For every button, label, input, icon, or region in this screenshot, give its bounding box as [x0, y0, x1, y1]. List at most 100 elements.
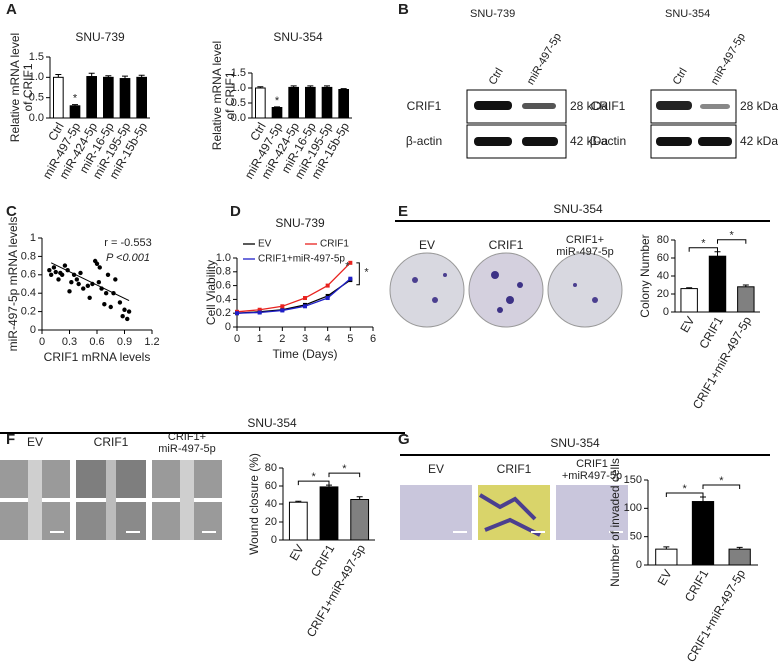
- image-label: miR-497-5p: [556, 246, 613, 258]
- point: [348, 276, 353, 281]
- significance: *: [719, 475, 724, 487]
- significance: *: [730, 230, 735, 242]
- colony: [443, 273, 447, 277]
- point: [47, 268, 52, 273]
- significance: *: [345, 261, 350, 273]
- y-tick-label: 0.5: [231, 97, 246, 109]
- bar: [136, 76, 147, 119]
- x-tick-label: 0.9: [117, 336, 132, 348]
- point: [69, 279, 74, 285]
- error-bar: [274, 106, 280, 108]
- point: [102, 302, 107, 307]
- y-tick-label: 0: [30, 324, 36, 336]
- blot-title: SNU-739: [470, 8, 515, 20]
- y-tick-label: 0.0: [231, 112, 246, 124]
- point: [78, 270, 83, 276]
- point: [113, 277, 118, 282]
- error-bar: [290, 85, 297, 88]
- colony: [412, 277, 418, 283]
- x-tick-label: 4: [325, 333, 331, 345]
- x-tick-label: EV: [287, 542, 307, 563]
- x-tick-label: 5: [347, 333, 353, 345]
- point: [56, 277, 61, 282]
- y-axis-label: of CRIF1: [21, 63, 35, 111]
- x-tick-label: 6: [370, 333, 376, 345]
- protein-label: CRIF1: [591, 99, 626, 113]
- bracket: [702, 484, 741, 489]
- error-bar: [295, 500, 302, 503]
- point: [117, 300, 123, 305]
- colony: [592, 297, 598, 303]
- significance: *: [683, 483, 688, 495]
- y-tick-label: 0.4: [216, 293, 231, 305]
- colony: [432, 297, 438, 303]
- error-bar: [72, 104, 78, 106]
- point: [280, 304, 285, 309]
- image-label: EV: [419, 238, 435, 252]
- x-tick-label: 2: [279, 333, 285, 345]
- significance: *: [73, 92, 78, 104]
- point: [67, 289, 72, 294]
- images-art: [0, 252, 628, 540]
- legend-label: CRIF1+miR-497-5p: [258, 254, 345, 265]
- error-bar: [356, 496, 363, 500]
- y-tick-label: 0.5: [29, 92, 44, 104]
- y-tick-label: 40: [265, 498, 277, 510]
- significance: *: [364, 267, 369, 279]
- point: [76, 281, 81, 287]
- y-tick-label: 1: [30, 232, 36, 244]
- y-tick-label: 80: [657, 234, 669, 246]
- band: [522, 137, 558, 146]
- y-tick-label: 50: [630, 531, 642, 543]
- y-axis-label: Cell Viability: [204, 260, 218, 325]
- bar: [691, 501, 715, 566]
- chart-title: SNU-354: [273, 30, 323, 44]
- error-bar: [686, 287, 693, 289]
- x-tick-label: 0: [39, 336, 45, 348]
- series-line: [236, 262, 351, 313]
- y-tick-label: 1.5: [29, 51, 44, 63]
- point: [325, 293, 330, 298]
- x-tick-label: CRIF1+miR-497-5p: [304, 542, 368, 640]
- x-tick-label: EV: [655, 567, 675, 588]
- x-tick-label: 1: [257, 333, 263, 345]
- bar: [350, 499, 370, 541]
- y-tick-label: 100: [624, 502, 642, 514]
- y-tick-label: 40: [657, 270, 669, 282]
- point: [74, 277, 80, 282]
- y-tick-label: 0.6: [216, 280, 231, 292]
- trendline: [50, 262, 130, 302]
- band: [698, 137, 732, 146]
- plate: [468, 252, 544, 328]
- chart-title: SNU-739: [75, 30, 125, 44]
- error-bar: [700, 496, 706, 502]
- x-tick-label: 1.2: [144, 336, 159, 348]
- y-axis-label: Relative mRNA level: [8, 33, 22, 142]
- legend-label: CRIF1: [320, 239, 349, 250]
- y-tick-label: 0.2: [21, 306, 36, 318]
- chart-title: SNU-354: [553, 202, 603, 216]
- error-bar: [105, 75, 112, 78]
- protein-label: β-actin: [590, 134, 626, 148]
- lane-label: miR-497-5p: [525, 31, 564, 87]
- error-bar: [736, 546, 743, 550]
- series-line: [236, 278, 351, 314]
- y-tick-label: 20: [265, 516, 277, 528]
- y-tick-label: 0: [663, 306, 669, 318]
- protein-label: β-actin: [406, 134, 442, 148]
- bar: [255, 87, 266, 119]
- wound-gap: [180, 460, 194, 540]
- x-tick-label: CRIF1: [308, 542, 338, 579]
- point: [96, 279, 102, 285]
- colony: [573, 283, 577, 287]
- point: [87, 295, 92, 300]
- error-bar: [138, 74, 145, 78]
- error-bar: [663, 546, 670, 550]
- x-axis-label: CRIF1 mRNA levels: [44, 350, 151, 364]
- colony: [506, 296, 514, 304]
- bar: [69, 105, 81, 119]
- point: [97, 265, 102, 270]
- bar: [271, 107, 283, 119]
- y-axis-label: of CRIF1: [223, 71, 237, 119]
